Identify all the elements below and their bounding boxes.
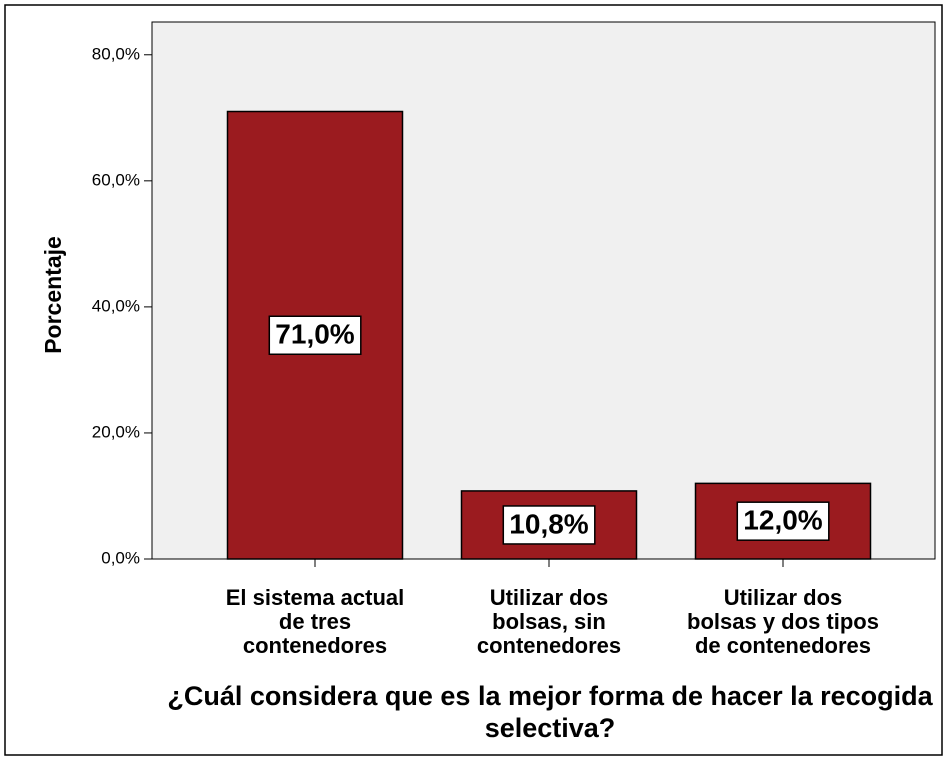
y-tick-label: 0,0% bbox=[101, 548, 140, 567]
y-tick-label: 20,0% bbox=[92, 422, 140, 441]
x-tick-label: Utilizar dos bolsas, sin contenedores bbox=[476, 585, 622, 658]
y-tick-label: 60,0% bbox=[92, 170, 140, 189]
value-label-box bbox=[736, 501, 830, 541]
y-tick-label: 80,0% bbox=[92, 44, 140, 63]
x-tick-label: El sistema actual de tres contenedores bbox=[225, 585, 405, 658]
value-label-box bbox=[502, 505, 596, 545]
value-label: 10,8% bbox=[509, 508, 588, 539]
y-tick-label: 40,0% bbox=[92, 296, 140, 315]
x-axis-label: ¿Cuál considera que es la mejor forma de… bbox=[167, 681, 933, 743]
x-tick-label: Utilizar dos bolsas y dos tipos de conte… bbox=[687, 585, 879, 658]
value-label: 12,0% bbox=[743, 505, 822, 536]
value-label: 71,0% bbox=[275, 319, 354, 350]
y-axis-label: Porcentaje bbox=[40, 236, 66, 354]
value-label-box bbox=[268, 315, 362, 355]
